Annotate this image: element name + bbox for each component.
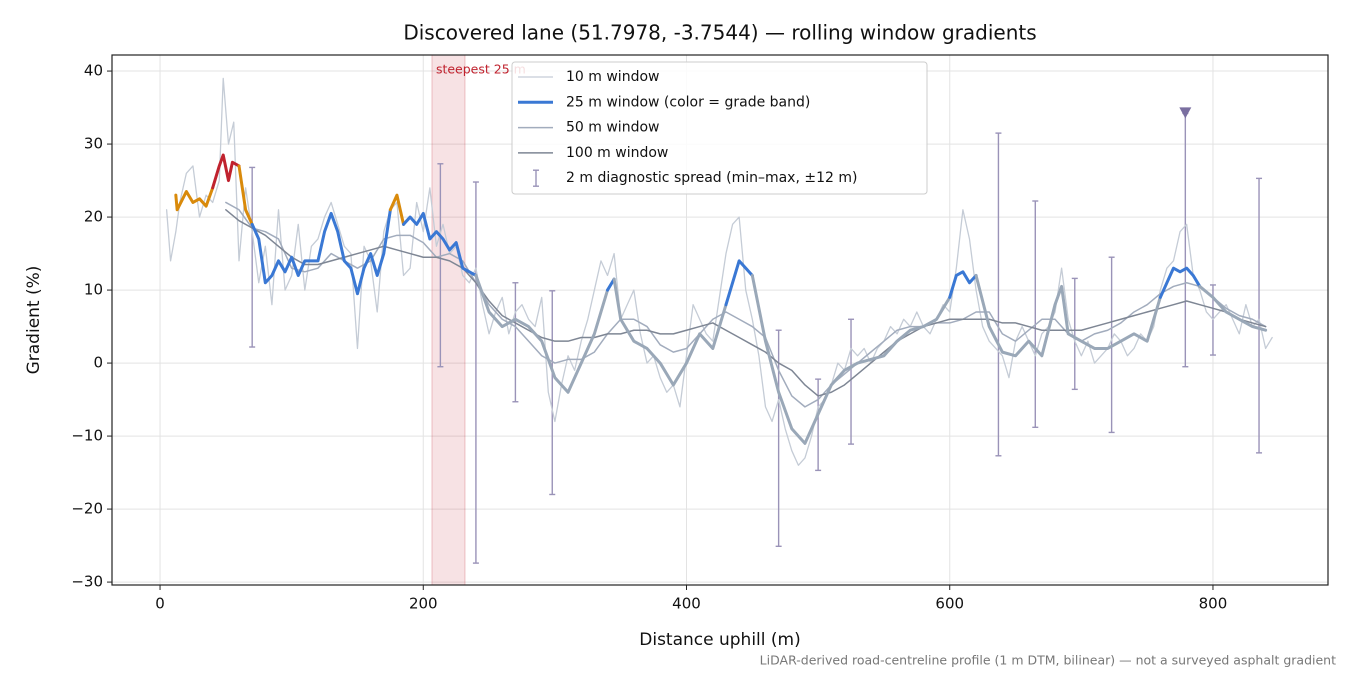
y-tick-label: 10 — [84, 281, 103, 299]
series-line — [225, 201, 1267, 408]
error-bar — [249, 166, 256, 348]
error-bar — [512, 282, 519, 403]
series-line — [948, 270, 978, 299]
error-bar — [1032, 200, 1039, 429]
y-tick-label: −30 — [71, 573, 103, 591]
series-line — [1158, 266, 1202, 299]
series-line — [174, 186, 215, 212]
series-line — [1198, 284, 1268, 332]
error-bar — [775, 329, 782, 548]
y-tick-label: −10 — [71, 427, 103, 445]
series-line — [612, 277, 728, 387]
series-line — [165, 77, 1273, 466]
error-bar — [995, 132, 1002, 457]
series-line — [250, 208, 392, 296]
series-line — [724, 259, 754, 307]
annotation-text: steepest 25 m — [436, 62, 526, 77]
y-tick-label: 40 — [84, 62, 103, 80]
x-tick-label: 600 — [935, 595, 964, 613]
error-bar — [815, 378, 822, 472]
plot-area: steepest 25 m — [165, 55, 1273, 585]
legend-box — [511, 61, 928, 195]
legend-label: 25 m window (color = grade band) — [566, 94, 810, 110]
legend-label: 100 m window — [566, 145, 668, 161]
error-bar — [437, 163, 444, 368]
error-bar — [848, 318, 855, 445]
x-tick-label: 200 — [409, 595, 438, 613]
x-axis-label: Distance uphill (m) — [639, 630, 800, 650]
series-line — [237, 164, 254, 226]
y-tick-label: 30 — [84, 135, 103, 153]
peak-marker — [1179, 107, 1192, 119]
x-tick-label: 400 — [672, 595, 701, 613]
y-tick-label: 0 — [93, 354, 103, 372]
y-tick-label: 20 — [84, 208, 103, 226]
ticks: 0 200 400 600 800 −30 −20 −10 0 10 20 30 40 — [71, 62, 1227, 613]
series-line — [388, 193, 406, 226]
series-line — [211, 153, 241, 190]
series-line — [974, 273, 1162, 358]
y-axis-label: Gradient (%) — [24, 266, 44, 375]
series-line — [402, 211, 478, 277]
axes-frame — [111, 54, 1329, 586]
highlight-span — [431, 55, 466, 585]
x-tick-label: 0 — [155, 595, 165, 613]
y-tick-label: −20 — [71, 500, 103, 518]
legend-label: 50 m window — [566, 120, 659, 136]
series-line — [474, 273, 610, 394]
error-bar — [1071, 277, 1078, 391]
chart-title: Discovered lane (51.7978, -3.7544) — rol… — [403, 21, 1036, 45]
error-bar — [549, 290, 556, 496]
series-line — [750, 273, 952, 445]
legend-label: 2 m diagnostic spread (min–max, ±12 m) — [566, 170, 857, 186]
legend-label: 10 m window — [566, 69, 659, 85]
legend: 10 m window 25 m window (color = grade ba… — [511, 61, 928, 195]
error-bar — [472, 181, 479, 564]
footnote: LiDAR-derived road-centreline profile (1… — [760, 653, 1336, 668]
x-tick-label: 800 — [1199, 595, 1228, 613]
error-bar — [1256, 177, 1263, 454]
series-line — [225, 209, 1267, 397]
